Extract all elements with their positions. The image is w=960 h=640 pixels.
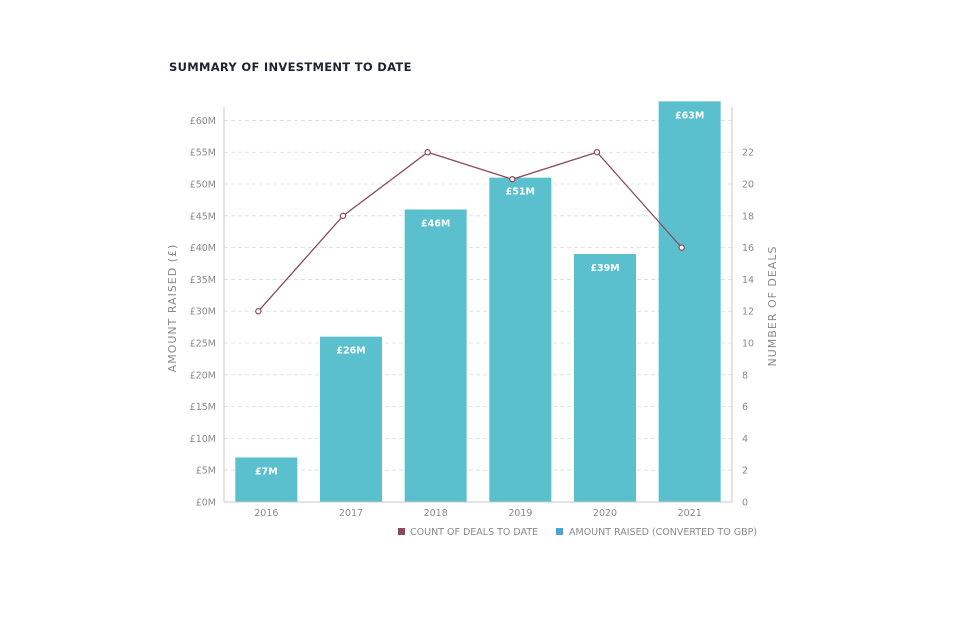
bars (235, 101, 721, 502)
y2-tick-label: 8 (742, 370, 748, 381)
y-tick-label: £25M (190, 339, 216, 350)
y2-tick-label: 6 (742, 402, 748, 413)
y2-tick-label: 16 (742, 243, 754, 254)
x-tick-label: 2016 (254, 508, 278, 519)
y2-tick-label: 0 (742, 498, 748, 509)
y2-tick-label: 20 (742, 180, 754, 191)
x-tick-label: 2018 (424, 508, 448, 519)
y2-tick-label: 18 (742, 211, 754, 222)
y-tick-label: £50M (190, 180, 216, 191)
legend-line-swatch (398, 528, 405, 535)
left-axis-ticks: £0M £5M £10M £15M £20M £25M £30M £35M £40M £45M £5… (190, 116, 216, 509)
y-tick-label: £15M (190, 402, 216, 413)
deals-point (339, 212, 347, 220)
legend-bar-label: AMOUNT RAISED (CONVERTED TO GBP) (569, 527, 757, 538)
bar (574, 253, 636, 502)
x-tick-label: 2020 (593, 508, 617, 519)
x-tick-label: 2021 (678, 508, 702, 519)
y2-tick-label: 12 (742, 307, 754, 318)
deals-point (424, 149, 431, 156)
deals-line (255, 149, 685, 315)
axes (223, 107, 733, 503)
bar-value-label: £26M (336, 346, 365, 357)
legend: COUNT OF DEALS TO DATE AMOUNT RAISED (CO… (398, 527, 757, 538)
legend-bar-swatch (556, 528, 563, 535)
bar (489, 177, 552, 502)
y-tick-label: £60M (190, 116, 216, 127)
x-tick-label: 2019 (508, 508, 532, 519)
y-tick-label: £5M (196, 466, 216, 477)
y2-tick-label: 4 (742, 434, 748, 445)
deals-point (678, 244, 685, 251)
bar-value-labels: £7M £26M £46M £51M £39M £63M (255, 110, 704, 477)
bar-value-label: £51M (506, 187, 535, 198)
y-tick-label: £20M (190, 370, 216, 381)
deals-point (255, 308, 262, 315)
x-axis-ticks: 2016 2017 2018 2019 2020 2021 (254, 508, 702, 519)
bar-value-label: £46M (421, 218, 450, 229)
deals-point (509, 176, 516, 183)
deals-point (593, 149, 601, 156)
y2-tick-label: 2 (742, 466, 748, 477)
right-axis-ticks: 0 2 4 6 8 10 12 14 16 18 20 22 (742, 148, 754, 509)
bar (658, 101, 721, 502)
y2-tick-label: 22 (742, 148, 754, 159)
y2-axis-title: NUMBER OF DEALS (766, 246, 779, 367)
y-tick-label: £0M (196, 498, 216, 509)
x-tick-label: 2017 (339, 508, 363, 519)
chart-title: SUMMARY OF INVESTMENT TO DATE (169, 60, 412, 74)
y2-tick-label: 10 (742, 339, 754, 350)
bar (235, 457, 298, 502)
y-tick-label: £35M (190, 275, 216, 286)
y-tick-label: £10M (190, 434, 216, 445)
deals-line-path (257, 151, 683, 312)
bar-value-label: £63M (675, 110, 704, 121)
y-tick-label: £45M (190, 211, 216, 222)
y-tick-label: £30M (190, 307, 216, 318)
y-tick-label: £55M (190, 148, 216, 159)
y-axis-title: AMOUNT RAISED (£) (166, 244, 179, 373)
bar (320, 336, 382, 502)
y-tick-label: £40M (190, 243, 216, 254)
gridlines (224, 120, 732, 471)
bar-value-label: £7M (255, 466, 278, 477)
y2-tick-label: 14 (742, 275, 754, 286)
bar-value-label: £39M (590, 263, 619, 274)
legend-line-label: COUNT OF DEALS TO DATE (410, 527, 538, 538)
bar (404, 209, 467, 502)
